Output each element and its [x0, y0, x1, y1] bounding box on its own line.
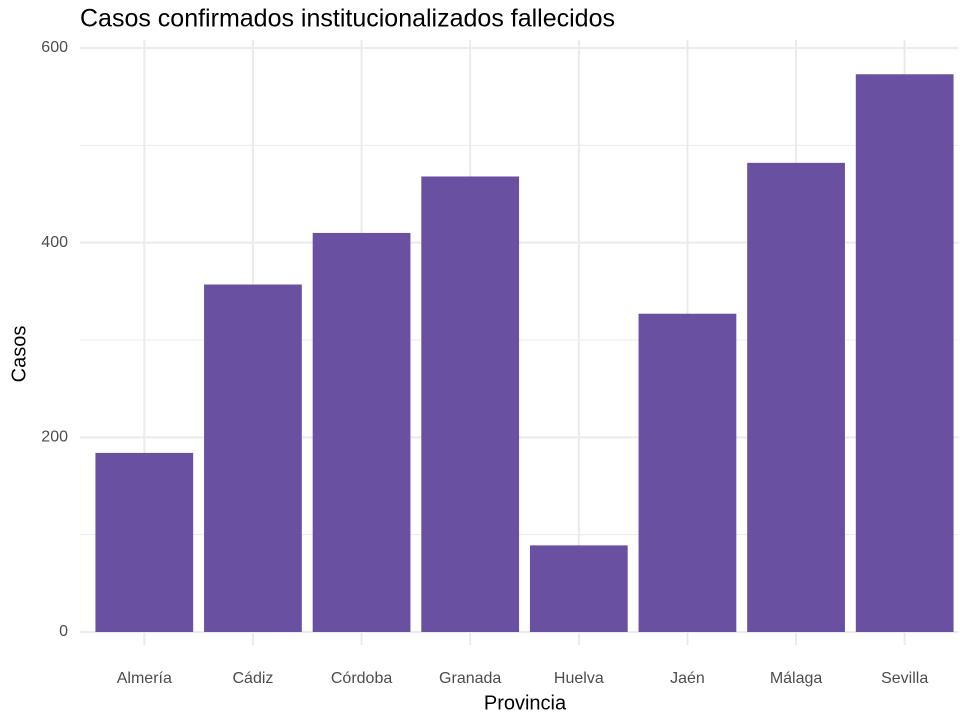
y-tick-label: 0 [59, 623, 68, 640]
bar [312, 232, 411, 632]
bar [529, 545, 628, 632]
y-tick-label: 400 [41, 234, 68, 251]
x-tick-label: Jaén [670, 670, 705, 687]
bar [747, 162, 845, 632]
x-tick-label: Almería [117, 670, 172, 687]
y-tick-label: 200 [41, 429, 68, 446]
x-tick-label: Málaga [770, 670, 823, 687]
y-axis-title: Casos [8, 326, 30, 383]
bar [855, 74, 954, 632]
bar [95, 452, 194, 632]
x-tick-label: Sevilla [881, 670, 928, 687]
x-tick-label: Córdoba [331, 670, 392, 687]
x-axis-title: Provincia [484, 692, 567, 714]
x-tick-label: Cádiz [232, 670, 273, 687]
x-tick-label: Huelva [554, 670, 604, 687]
bar [638, 313, 737, 632]
x-tick-label: Granada [439, 670, 501, 687]
bar [421, 176, 520, 633]
bar [204, 284, 302, 632]
chart-title: Casos confirmados institucionalizados fa… [80, 5, 615, 33]
y-tick-label: 600 [41, 39, 68, 56]
